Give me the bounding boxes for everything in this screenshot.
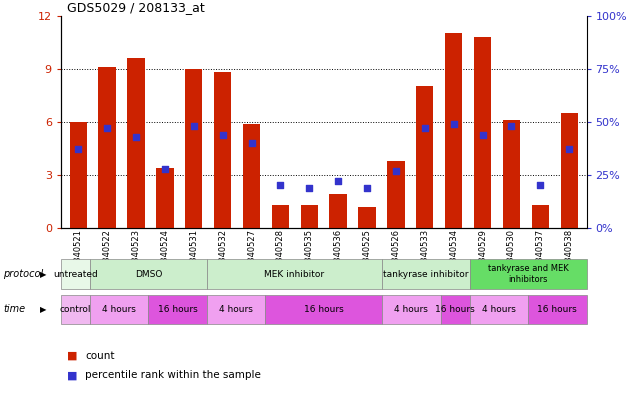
Point	[449, 121, 459, 127]
FancyBboxPatch shape	[149, 295, 207, 324]
Text: ■: ■	[67, 351, 78, 361]
FancyBboxPatch shape	[207, 295, 265, 324]
Bar	[214, 72, 231, 228]
FancyBboxPatch shape	[90, 295, 149, 324]
FancyBboxPatch shape	[470, 295, 528, 324]
Text: ▶: ▶	[40, 270, 47, 279]
Text: 16 hours: 16 hours	[537, 305, 577, 314]
Text: untreated: untreated	[53, 270, 98, 279]
Point	[188, 123, 199, 129]
Text: ■: ■	[67, 370, 78, 380]
Text: protocol: protocol	[3, 269, 44, 279]
FancyBboxPatch shape	[440, 295, 470, 324]
Text: 4 hours: 4 hours	[394, 305, 428, 314]
Bar	[99, 67, 116, 228]
Bar	[416, 86, 433, 228]
Text: ▶: ▶	[40, 305, 47, 314]
Point	[102, 125, 112, 131]
Point	[333, 178, 344, 184]
Text: count: count	[85, 351, 115, 361]
Text: 16 hours: 16 hours	[158, 305, 197, 314]
Point	[304, 184, 314, 191]
FancyBboxPatch shape	[528, 295, 587, 324]
Point	[160, 165, 170, 172]
Bar	[560, 113, 578, 228]
Point	[362, 184, 372, 191]
Bar	[445, 33, 462, 228]
Bar	[329, 194, 347, 228]
Text: GDS5029 / 208133_at: GDS5029 / 208133_at	[67, 1, 205, 14]
Text: 16 hours: 16 hours	[304, 305, 344, 314]
Point	[73, 146, 83, 152]
Text: 4 hours: 4 hours	[103, 305, 137, 314]
Bar	[387, 161, 404, 228]
Bar	[243, 123, 260, 228]
Text: 4 hours: 4 hours	[219, 305, 253, 314]
Text: tankyrase inhibitor: tankyrase inhibitor	[383, 270, 469, 279]
Point	[506, 123, 517, 129]
Text: control: control	[60, 305, 91, 314]
Text: time: time	[3, 305, 26, 314]
Point	[478, 131, 488, 138]
Bar	[503, 120, 520, 228]
Point	[391, 167, 401, 174]
FancyBboxPatch shape	[382, 295, 440, 324]
Point	[564, 146, 574, 152]
Text: MEK inhibitor: MEK inhibitor	[265, 270, 324, 279]
Text: percentile rank within the sample: percentile rank within the sample	[85, 370, 261, 380]
Point	[217, 131, 228, 138]
Point	[131, 134, 141, 140]
FancyBboxPatch shape	[61, 259, 90, 289]
FancyBboxPatch shape	[382, 259, 470, 289]
Text: 16 hours: 16 hours	[435, 305, 475, 314]
FancyBboxPatch shape	[265, 295, 382, 324]
Bar	[301, 205, 318, 228]
Point	[420, 125, 430, 131]
Bar	[128, 58, 145, 228]
FancyBboxPatch shape	[90, 259, 207, 289]
Point	[535, 182, 545, 189]
Point	[275, 182, 285, 189]
Text: 4 hours: 4 hours	[482, 305, 516, 314]
Bar	[156, 168, 174, 228]
Text: tankyrase and MEK
inhibitors: tankyrase and MEK inhibitors	[488, 264, 569, 284]
Bar	[531, 205, 549, 228]
FancyBboxPatch shape	[61, 295, 90, 324]
FancyBboxPatch shape	[470, 259, 587, 289]
Bar	[70, 122, 87, 228]
Bar	[185, 69, 203, 228]
Text: DMSO: DMSO	[135, 270, 162, 279]
Bar	[358, 207, 376, 228]
Bar	[272, 205, 289, 228]
Bar	[474, 37, 491, 228]
FancyBboxPatch shape	[207, 259, 382, 289]
Point	[246, 140, 256, 146]
